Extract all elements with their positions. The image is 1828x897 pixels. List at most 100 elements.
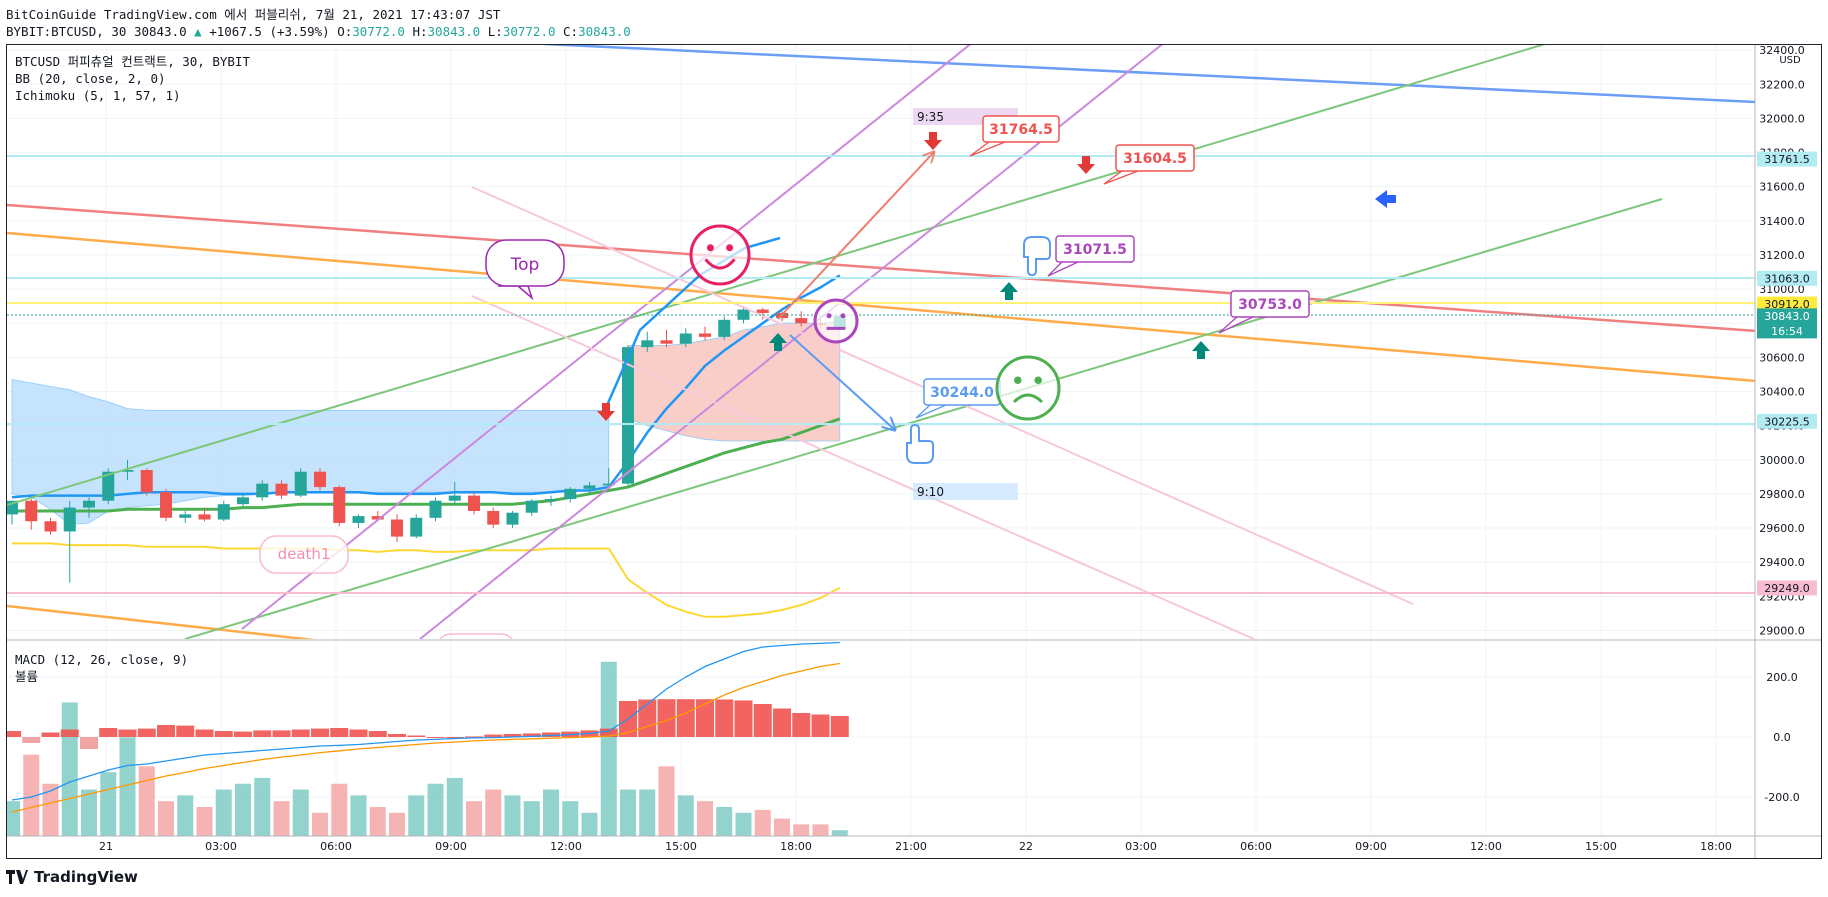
candle-body bbox=[102, 471, 115, 501]
callout-31604-text: 31604.5 bbox=[1123, 151, 1187, 167]
pointing-hand-down-icon-shape bbox=[1023, 236, 1051, 277]
macd-histogram-bar bbox=[657, 699, 676, 737]
callout-31071-text: 31071.5 bbox=[1063, 242, 1127, 258]
candle bbox=[602, 468, 615, 489]
candle-body bbox=[44, 521, 57, 532]
macd-histogram-bar bbox=[368, 731, 387, 737]
volume-bar bbox=[735, 812, 752, 836]
candle-body bbox=[718, 319, 731, 337]
callout-31071-tail bbox=[1047, 261, 1079, 277]
price-tick-label: 29000.0 bbox=[1759, 624, 1805, 637]
pointing-hand-down-icon bbox=[1023, 236, 1051, 277]
volume-bar bbox=[831, 830, 848, 836]
candle bbox=[506, 510, 519, 529]
neutral-face-icon bbox=[813, 298, 859, 344]
candle-body bbox=[525, 500, 538, 513]
time-tick-label: 09:00 bbox=[1355, 840, 1387, 853]
price-label: 31761.5 bbox=[1757, 151, 1817, 167]
candle bbox=[333, 485, 346, 527]
open-value: 30772.0 bbox=[352, 24, 405, 39]
callout-30244-tail bbox=[915, 404, 947, 419]
price-tick-label: 29400.0 bbox=[1759, 556, 1805, 569]
candle bbox=[564, 487, 577, 503]
candle bbox=[217, 500, 230, 522]
smiley-face-icon-eye bbox=[726, 244, 734, 252]
brand-name: TradingView bbox=[34, 868, 138, 886]
ichimoku-legend[interactable]: Ichimoku (5, 1, 57, 1) bbox=[15, 88, 181, 103]
candle-body bbox=[371, 516, 384, 520]
down-arrow-icon bbox=[1077, 156, 1095, 174]
top-bubble bbox=[485, 239, 565, 287]
bb-legend[interactable]: BB (20, close, 2, 0) bbox=[15, 71, 166, 86]
candle-body bbox=[314, 471, 326, 488]
macd-histogram-bar bbox=[715, 699, 734, 737]
ichimoku-baseline bbox=[12, 417, 841, 513]
price-tick-label: 32200.0 bbox=[1759, 78, 1805, 91]
volume-bar bbox=[177, 795, 194, 836]
price-tick-label: 31400.0 bbox=[1759, 215, 1805, 228]
macd-histogram-bar bbox=[311, 728, 329, 737]
volume-bar bbox=[196, 806, 213, 836]
volume-bar bbox=[677, 795, 694, 836]
candle bbox=[160, 488, 172, 522]
volume-bar bbox=[485, 789, 502, 836]
candle bbox=[7, 500, 18, 525]
time-tick-label: 06:00 bbox=[320, 840, 352, 853]
macd-line bbox=[11, 641, 840, 801]
candle bbox=[679, 328, 692, 348]
top-bubble-tail bbox=[498, 285, 534, 301]
price-label: 30912.0 bbox=[1757, 296, 1817, 312]
macd-histogram-bar bbox=[638, 699, 657, 737]
price-tick-label: 31200.0 bbox=[1759, 249, 1805, 262]
time-tick-label: 12:00 bbox=[550, 840, 582, 853]
volume-bar bbox=[369, 806, 386, 836]
candle-body bbox=[699, 333, 711, 337]
pointing-hand-icon-shape bbox=[906, 423, 934, 464]
candle bbox=[294, 468, 307, 498]
candle bbox=[525, 499, 538, 517]
candle-body bbox=[352, 516, 365, 523]
price-label: 30225.5 bbox=[1757, 413, 1817, 429]
callout-31071-box bbox=[1055, 235, 1135, 263]
sad-face-icon-outline bbox=[995, 355, 1061, 421]
macd-histogram-bar bbox=[599, 728, 618, 737]
macd-tick-label: 0.0 bbox=[1773, 731, 1791, 744]
candle bbox=[641, 331, 654, 353]
macd-histogram-bar bbox=[484, 734, 503, 737]
volume-bar bbox=[119, 737, 136, 836]
candle-body bbox=[622, 347, 634, 484]
volume-bar bbox=[504, 795, 521, 836]
macd-histogram-bar bbox=[830, 716, 849, 737]
macd-histogram-bar bbox=[7, 731, 21, 737]
volume-bar bbox=[716, 806, 733, 836]
candle-body bbox=[679, 333, 692, 344]
candle bbox=[179, 510, 192, 523]
candle-body bbox=[641, 340, 654, 348]
signal-line bbox=[11, 662, 840, 813]
volume-bar bbox=[158, 801, 174, 836]
macd-histogram-bar bbox=[542, 732, 560, 737]
candle-body bbox=[545, 499, 557, 501]
time-tick-label: 03:00 bbox=[1125, 840, 1157, 853]
macd-legend[interactable]: MACD (12, 26, close, 9) bbox=[15, 652, 189, 667]
volume-bar bbox=[42, 783, 59, 836]
volume-bar bbox=[215, 789, 232, 836]
price-tick-label: 31000.0 bbox=[1759, 283, 1805, 296]
candle-body bbox=[63, 507, 76, 532]
tradingview-logo[interactable]: TradingView bbox=[6, 868, 138, 886]
time-tick-label: 09:00 bbox=[435, 840, 467, 853]
neutral-face-icon-eye bbox=[826, 313, 832, 319]
chart-frame[interactable] bbox=[6, 44, 1822, 859]
death-bubble bbox=[259, 535, 349, 574]
candle bbox=[63, 500, 76, 583]
drawing-annotations[interactable]: 9:35 9:10 31764.5 31604.5 31071.5 30753.0 3024… bbox=[7, 42, 1756, 800]
symbol-label: BYBIT:BTCUSD, 30 bbox=[6, 24, 127, 39]
time-tick-label: 21:00 bbox=[895, 840, 927, 853]
volume-legend[interactable]: 볼륨 bbox=[15, 669, 39, 684]
price-label-bg bbox=[1757, 580, 1817, 596]
time-tick-label: 22 bbox=[1019, 840, 1033, 853]
volume-bar bbox=[292, 789, 309, 836]
top-label: Top bbox=[510, 255, 540, 275]
candle bbox=[448, 481, 461, 505]
